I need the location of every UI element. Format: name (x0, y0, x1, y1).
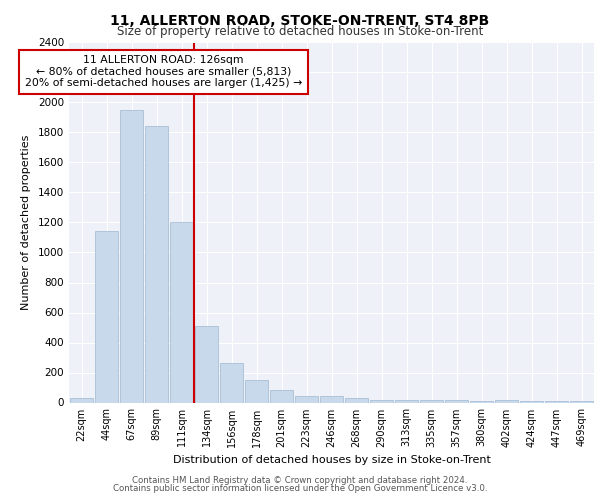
Bar (70, 398, 94, 402)
Bar (545, 401, 568, 402)
Bar (245, 380, 268, 402)
Bar (494, 400, 518, 402)
Bar (470, 400, 493, 402)
Bar (145, 126, 169, 402)
X-axis label: Distribution of detached houses by size in Stoke-on-Trent: Distribution of detached houses by size … (173, 455, 490, 465)
Bar (395, 400, 418, 402)
Text: Contains public sector information licensed under the Open Government Licence v3: Contains public sector information licen… (113, 484, 487, 493)
Bar (370, 400, 394, 402)
Bar (320, 396, 343, 402)
Text: Contains HM Land Registry data © Crown copyright and database right 2024.: Contains HM Land Registry data © Crown c… (132, 476, 468, 485)
Text: 11 ALLERTON ROAD: 126sqm
← 80% of detached houses are smaller (5,813)
20% of sem: 11 ALLERTON ROAD: 126sqm ← 80% of detach… (25, 55, 302, 88)
Bar (269, 390, 293, 402)
Bar (220, 363, 244, 403)
Bar (119, 110, 143, 403)
Bar (295, 396, 319, 402)
Y-axis label: Number of detached properties: Number of detached properties (21, 135, 31, 310)
Bar (520, 401, 544, 402)
Text: Size of property relative to detached houses in Stoke-on-Trent: Size of property relative to detached ho… (117, 25, 483, 38)
Bar (95, 232, 118, 402)
Bar (194, 326, 218, 402)
Text: 11, ALLERTON ROAD, STOKE-ON-TRENT, ST4 8PB: 11, ALLERTON ROAD, STOKE-ON-TRENT, ST4 8… (110, 14, 490, 28)
Bar (569, 401, 593, 402)
Bar (344, 398, 368, 402)
Bar (445, 400, 469, 402)
Bar (419, 400, 443, 402)
Bar (170, 222, 193, 402)
